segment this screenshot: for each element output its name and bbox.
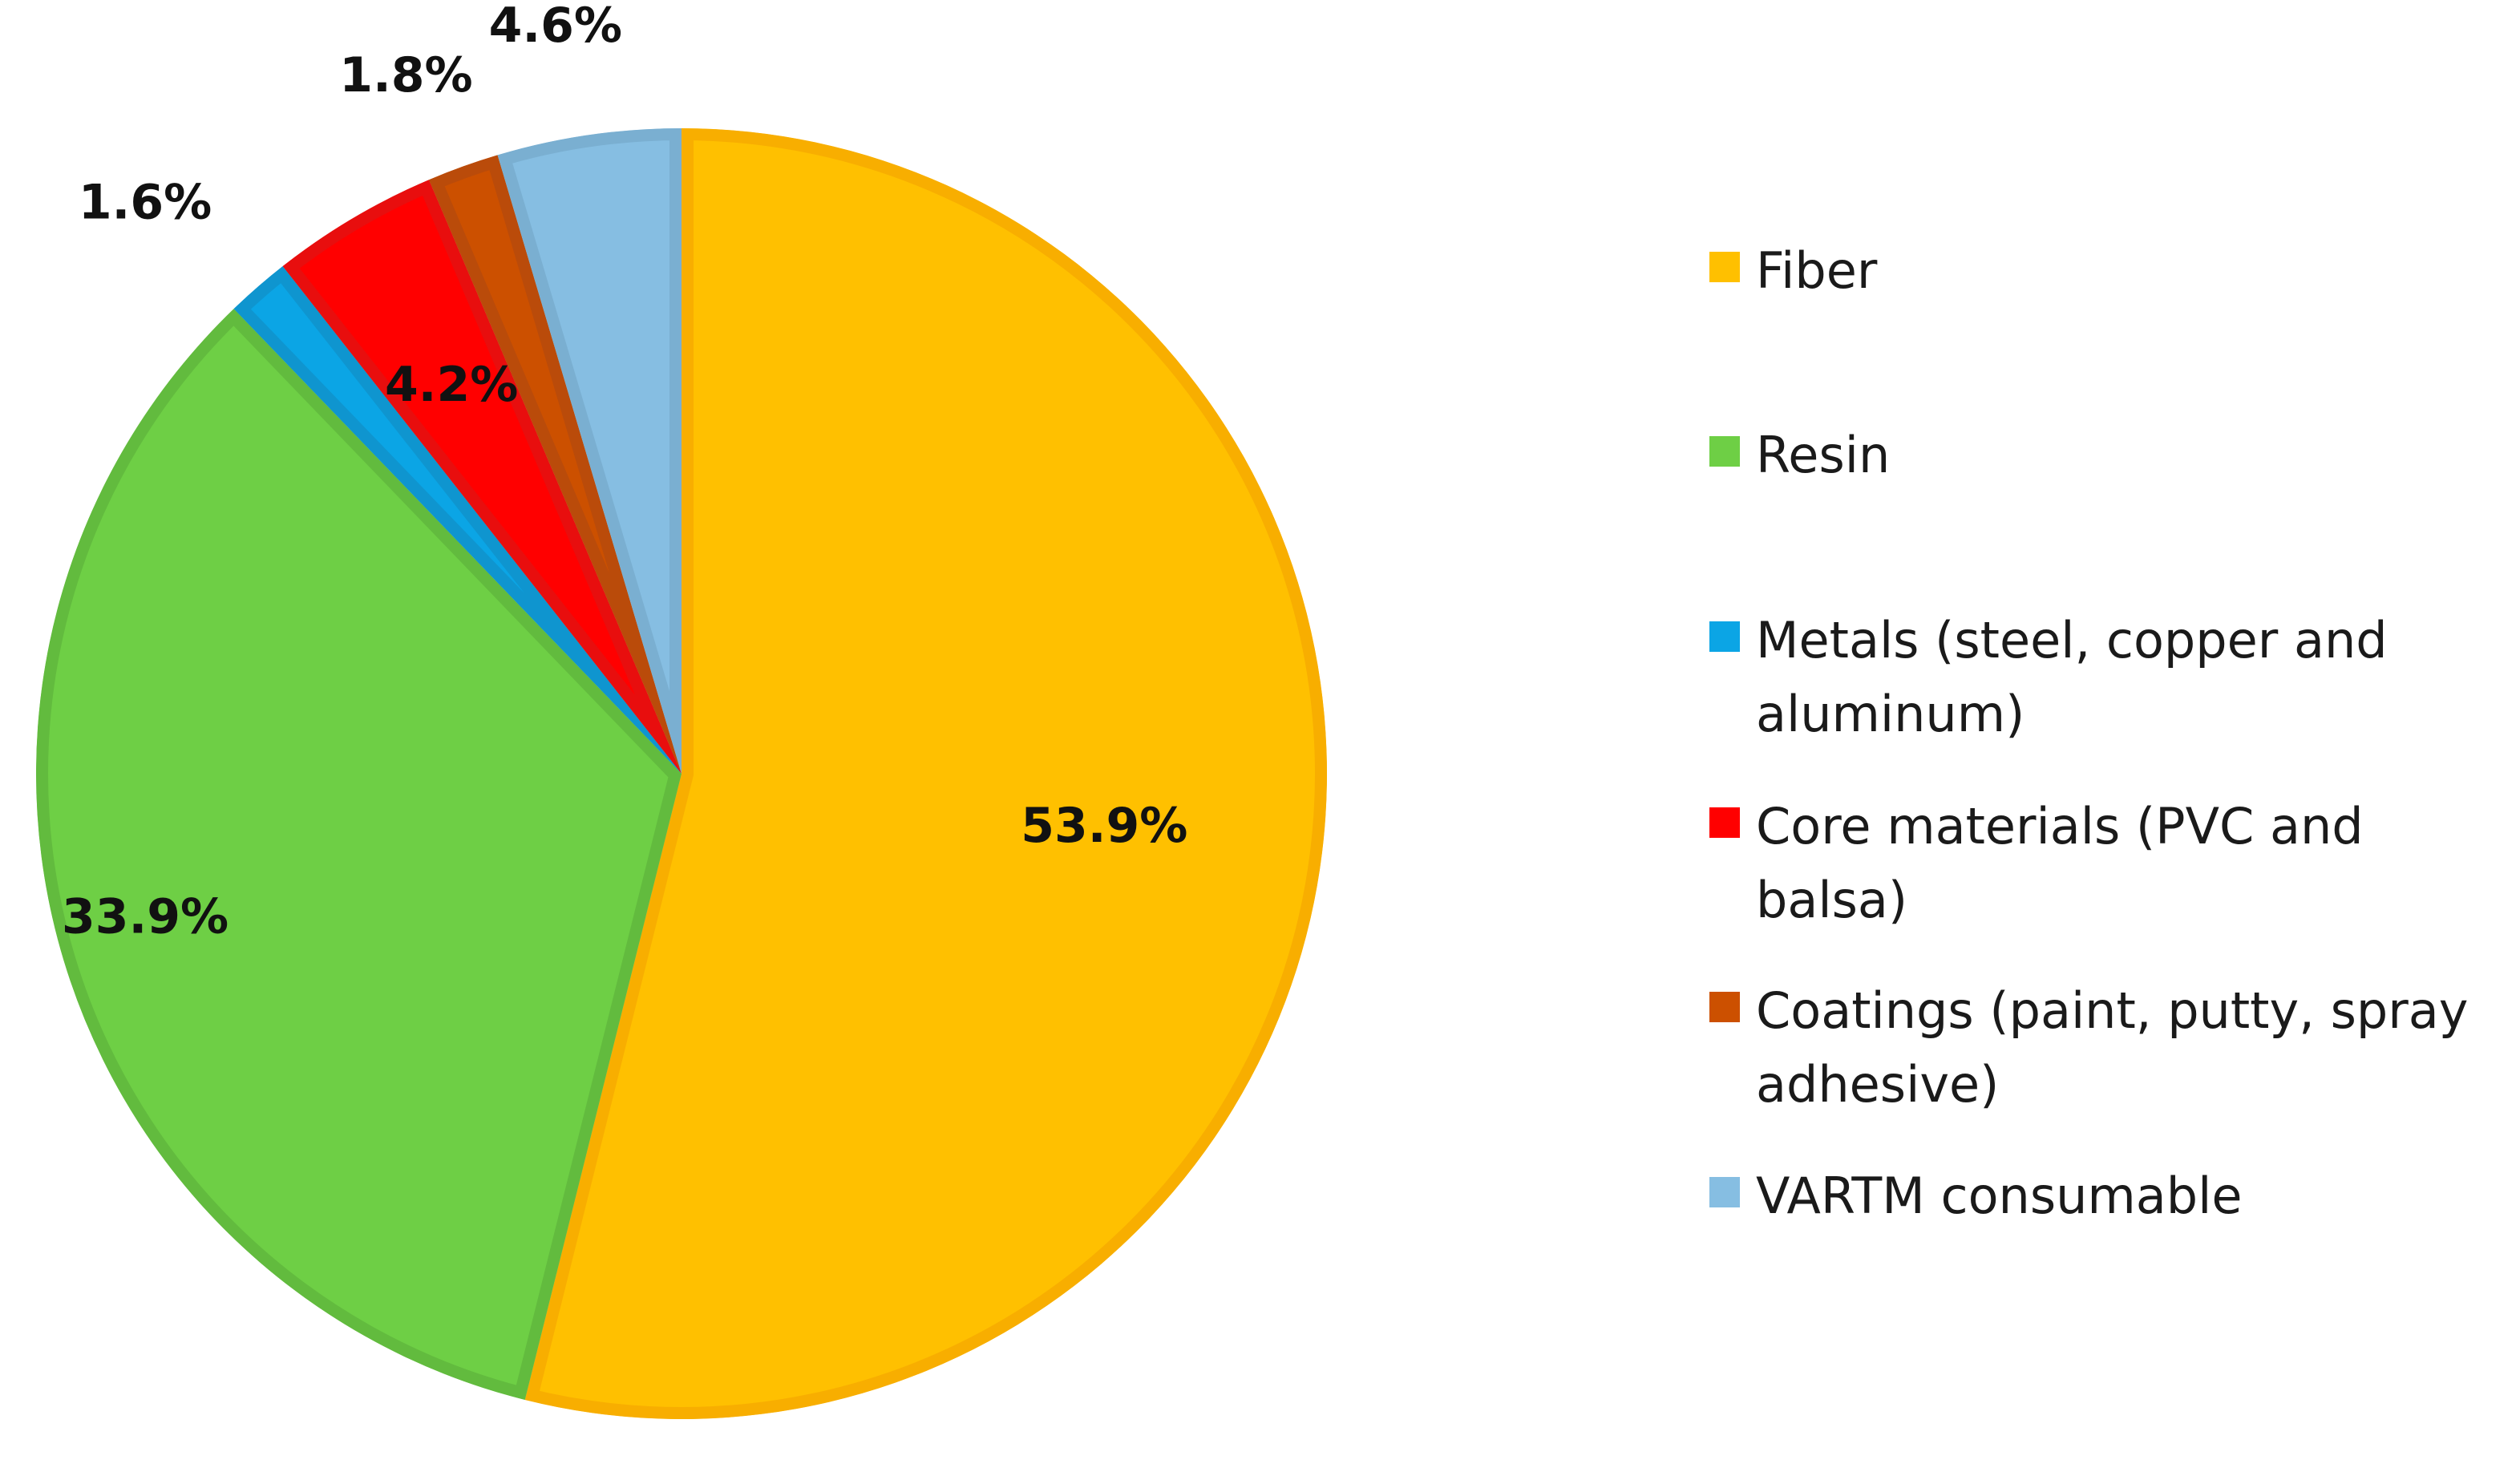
legend-item: VARTM consumable — [1709, 1159, 2502, 1233]
legend-label: Fiber — [1756, 241, 1878, 300]
slice-label-5: 1.8% — [339, 47, 472, 103]
legend-label: Core materials (PVC and balsa) — [1756, 797, 2364, 929]
pie-slices — [36, 128, 1328, 1419]
legend-label: Resin — [1756, 426, 1891, 484]
slice-label-2: 33.9% — [62, 888, 229, 944]
legend-item: Fiber — [1709, 234, 2502, 308]
slice-label-3: 1.6% — [79, 174, 212, 230]
legend-item: Resin — [1709, 419, 2502, 492]
legend-item: Coatings (paint, putty, spray adhesive) — [1709, 974, 2502, 1122]
legend-swatch — [1709, 1177, 1740, 1207]
legend-swatch — [1709, 436, 1740, 467]
slice-label-1: 53.9% — [1021, 798, 1187, 854]
legend-label: Metals (steel, copper and aluminum) — [1756, 611, 2388, 743]
legend-item: Metals (steel, copper and aluminum) — [1709, 604, 2502, 751]
legend: Fiber Resin Metals (steel, copper and alum… — [1709, 0, 2511, 1464]
legend-label: VARTM consumable — [1756, 1167, 2243, 1225]
legend-swatch — [1709, 992, 1740, 1022]
slice-label-6: 4.6% — [489, 0, 622, 54]
legend-swatch — [1709, 621, 1740, 652]
pie-labels: 53.9% 33.9% 1.6% 4.2% 1.8% 4.6% — [62, 0, 1187, 944]
legend-swatch — [1709, 252, 1740, 282]
legend-item: Core materials (PVC and balsa) — [1709, 790, 2502, 937]
pie-slice-4 — [282, 180, 682, 774]
slice-label-4: 4.2% — [385, 357, 518, 413]
pie-slice-2 — [36, 309, 682, 1400]
legend-swatch — [1709, 807, 1740, 838]
pie-chart: 53.9% 33.9% 1.6% 4.2% 1.8% 4.6% — [36, 0, 1328, 1419]
legend-label: Coatings (paint, putty, spray adhesive) — [1756, 981, 2469, 1114]
pie-slice-6 — [497, 128, 682, 774]
